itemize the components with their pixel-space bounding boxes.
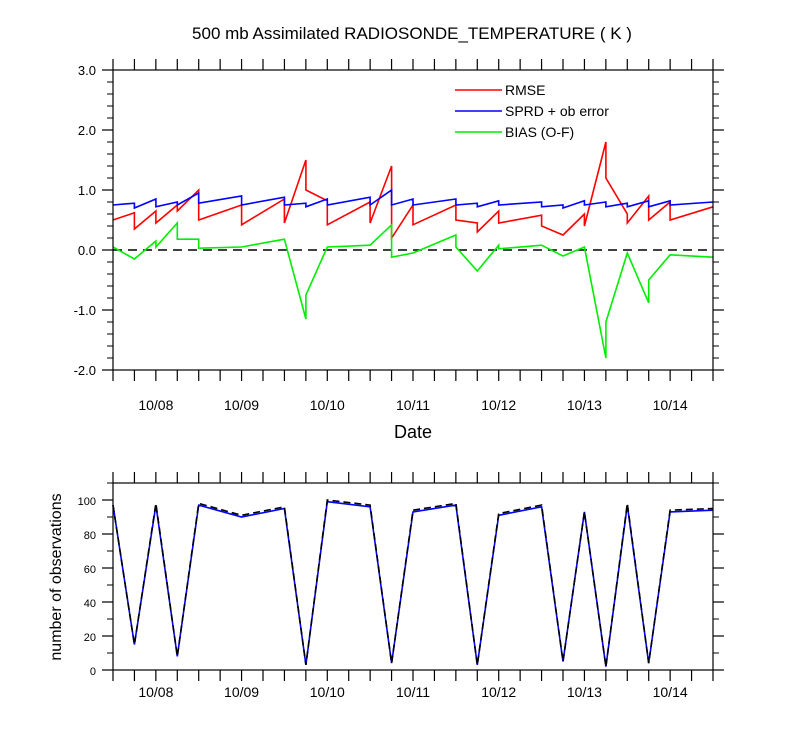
bottom-xtick-label: 10/12 bbox=[481, 684, 516, 700]
top-axes-group: 10/08 10/09 10/10 10/11 10/12 10/13 10/14 -2.0 -… bbox=[74, 59, 724, 413]
bottom-xtick-label: 10/13 bbox=[567, 684, 602, 700]
top-ytick-label: 0.0 bbox=[78, 243, 96, 258]
top-series-line-sprd-ob-error bbox=[112, 188, 714, 210]
top-xtick-label: 10/08 bbox=[138, 397, 173, 413]
bottom-series-line-observations-dashed bbox=[112, 499, 714, 667]
top-xtick-label: 10/13 bbox=[567, 397, 602, 413]
top-ytick-label: 3.0 bbox=[78, 63, 96, 78]
top-xtick-label: 10/09 bbox=[224, 397, 259, 413]
bottom-axes-group: 10/08 10/09 10/10 10/11 10/12 10/13 10/14 0 20 40… bbox=[78, 472, 724, 700]
top-ytick-label: -2.0 bbox=[74, 363, 96, 378]
legend-bias-label: BIAS (O-F) bbox=[505, 124, 574, 140]
legend-rmse-label: RMSE bbox=[505, 82, 545, 98]
bottom-ytick-label: 0 bbox=[90, 666, 96, 678]
bottom-xtick-label: 10/09 bbox=[224, 684, 259, 700]
bottom-xtick-label: 10/10 bbox=[310, 684, 345, 700]
top-xtick-label: 10/14 bbox=[653, 397, 688, 413]
top-ytick-label: -1.0 bbox=[74, 303, 96, 318]
top-ytick-label: 2.0 bbox=[78, 123, 96, 138]
legend: RMSE SPRD + ob error BIAS (O-F) bbox=[455, 82, 609, 140]
top-series-line-bias-o-f bbox=[112, 220, 714, 359]
top-xtick-label: 10/12 bbox=[481, 397, 516, 413]
observations-panel: 10/08 10/09 10/10 10/11 10/12 10/13 10/14 0 20 40… bbox=[48, 472, 724, 700]
top-xtick-label: 10/11 bbox=[396, 397, 430, 413]
top-plot-frame bbox=[112, 69, 714, 371]
bottom-xtick-label: 10/11 bbox=[396, 684, 430, 700]
bottom-xtick-label: 10/14 bbox=[653, 684, 688, 700]
bottom-ytick-label: 20 bbox=[84, 632, 96, 644]
bottom-series-line-observations-solid bbox=[112, 500, 714, 667]
bottom-ytick-label: 100 bbox=[78, 496, 96, 508]
bottom-ytick-label: 80 bbox=[84, 530, 96, 542]
x-axis-label: Date bbox=[394, 422, 432, 442]
top-ytick-label: 1.0 bbox=[78, 183, 96, 198]
legend-sprd-label: SPRD + ob error bbox=[505, 103, 609, 119]
top-xtick-label: 10/10 bbox=[310, 397, 345, 413]
bottom-series-group bbox=[112, 499, 714, 667]
rmse-bias-panel: 500 mb Assimilated RADIOSONDE_TEMPERATUR… bbox=[74, 24, 724, 442]
bottom-plot-frame bbox=[112, 482, 714, 671]
top-series-line-rmse bbox=[112, 141, 714, 241]
top-series-group bbox=[112, 141, 714, 359]
y-axis-label-observations: number of observations bbox=[48, 493, 65, 660]
bottom-ytick-label: 40 bbox=[84, 598, 96, 610]
bottom-ytick-label: 60 bbox=[84, 564, 96, 576]
bottom-xtick-label: 10/08 bbox=[138, 684, 173, 700]
chart-title: 500 mb Assimilated RADIOSONDE_TEMPERATUR… bbox=[192, 24, 632, 43]
